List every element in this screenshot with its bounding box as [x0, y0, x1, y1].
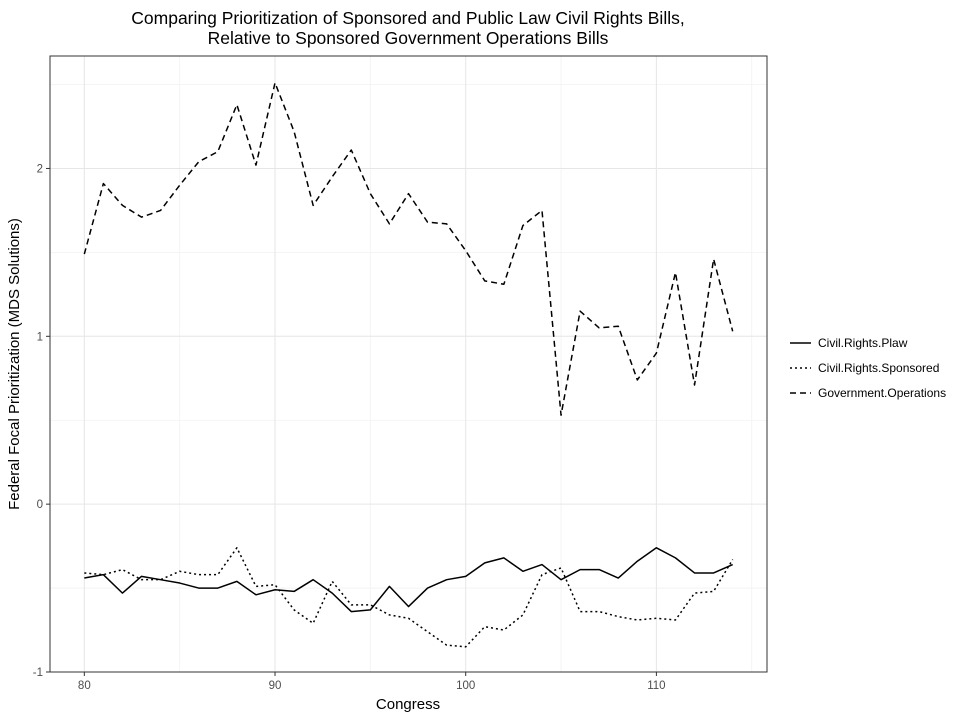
y-tick-label: 1 — [37, 331, 43, 343]
plot-panel-border — [49, 55, 768, 673]
y-tick-label: -1 — [33, 667, 43, 679]
grid-major — [50, 56, 767, 673]
y-axis: -1 0 1 2 — [33, 163, 50, 679]
series-line-2 — [84, 547, 734, 648]
y-axis-title: Federal Focal Prioritization (MDS Soluti… — [6, 218, 23, 510]
legend-label-3: Government.Operations — [818, 386, 946, 400]
x-axis-title: Congress — [376, 696, 440, 713]
plot-panel — [50, 56, 767, 672]
x-tick-label: 100 — [456, 680, 475, 692]
legend: Civil.Rights.Plaw Civil.Rights.Sponsored G… — [790, 336, 946, 400]
grid-minor — [50, 56, 767, 672]
chart-title-line-2: Relative to Sponsored Government Operati… — [208, 28, 609, 48]
series-line-1 — [84, 547, 733, 613]
y-tick-label: 0 — [37, 499, 43, 511]
x-tick-label: 110 — [647, 680, 665, 692]
series-line-3 — [83, 82, 734, 416]
legend-label-2: Civil.Rights.Sponsored — [818, 361, 939, 375]
x-axis: 80 90 100 110 — [78, 672, 666, 692]
series-layer — [83, 82, 734, 648]
legend-label-1: Civil.Rights.Plaw — [818, 336, 908, 350]
x-tick-label: 90 — [269, 680, 282, 692]
chart-title-line-1: Comparing Prioritization of Sponsored an… — [131, 8, 684, 28]
y-tick-label: 2 — [37, 163, 43, 175]
x-tick-label: 80 — [78, 680, 91, 692]
